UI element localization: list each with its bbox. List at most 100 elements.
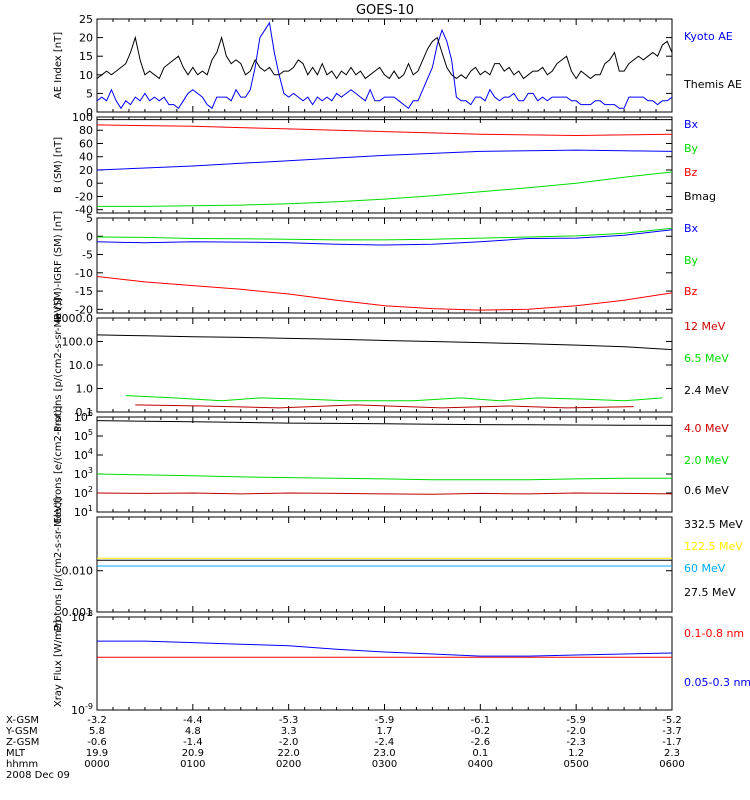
series-line-0-05-0-3-nm xyxy=(97,640,672,657)
y-tick-label: 106 xyxy=(74,409,93,424)
ephemeris-value: -5.9 xyxy=(566,715,586,726)
ephemeris-value: 0200 xyxy=(276,759,301,770)
ephemeris-value: 0000 xyxy=(84,759,109,770)
series-group xyxy=(97,420,672,495)
y-tick-label: 10-9 xyxy=(71,702,93,717)
y-tick-label: -15 xyxy=(75,285,93,298)
legend-entry: By xyxy=(684,142,699,155)
y-tick-label: 10-8 xyxy=(71,609,93,624)
ephemeris-value: -0.6 xyxy=(87,737,107,748)
y-tick-label: 5 xyxy=(86,212,93,225)
y-tick-label: 1.0 xyxy=(76,383,94,396)
series-group xyxy=(97,21,672,110)
ephemeris-value: 23.0 xyxy=(373,748,395,759)
series-group xyxy=(97,640,672,658)
ephemeris-row-label: Z-GSM xyxy=(6,737,39,748)
series-line-bx xyxy=(97,229,672,246)
ephemeris-value: -3.2 xyxy=(87,715,107,726)
y-tick-label: -40 xyxy=(75,204,93,217)
y-tick-label: 40 xyxy=(79,151,93,164)
ephemeris-value: -2.4 xyxy=(375,737,395,748)
y-tick-label: -5 xyxy=(82,249,93,262)
ephemeris-value: 0600 xyxy=(659,759,684,770)
legend-entry: 0.1-0.8 nm xyxy=(684,627,744,640)
panel-7: 10-9 10-8 Xray Flux [W/m2] 0.1-0.8 nm 0.05-0… xyxy=(53,609,750,717)
ephemeris-value: -2.0 xyxy=(279,737,299,748)
series-group xyxy=(97,119,672,207)
legend-entry: 4.0 MeV xyxy=(684,422,729,435)
ephemeris-value: 0500 xyxy=(563,759,588,770)
series-group xyxy=(97,557,672,567)
series-line-bz xyxy=(97,124,672,137)
ephemeris-value: 1.2 xyxy=(568,748,584,759)
legend-entry: 332.5 MeV xyxy=(684,518,743,531)
y-tick-label: -10 xyxy=(75,267,93,280)
y-tick-label: 10.0 xyxy=(69,359,94,372)
legend-entry: 2.4 MeV xyxy=(684,384,729,397)
y-tick-label: 0 xyxy=(86,177,93,190)
ephemeris-value: 1.7 xyxy=(377,726,393,737)
panel-frame xyxy=(96,616,673,711)
ephemeris-value: 0300 xyxy=(372,759,397,770)
ephemeris-value: 20.9 xyxy=(182,748,204,759)
y-tick-label: 102 xyxy=(74,485,93,500)
panel-frame xyxy=(96,317,673,413)
series-line-bx xyxy=(97,149,672,171)
legend-entry: 0.05-0.3 nm xyxy=(684,676,750,689)
y-tick-label: 100 xyxy=(72,111,93,124)
ephemeris-value: 2.3 xyxy=(664,748,680,759)
y-tick-label: 105 xyxy=(74,428,93,443)
legend-entry: Bz xyxy=(684,166,698,179)
y-axis-label: Protons [p/(cm2-s-sr-MeV)] xyxy=(53,497,64,631)
series-line-12-mev xyxy=(135,404,634,409)
ephemeris-value: 22.0 xyxy=(278,748,300,759)
ephemeris-value: -3.7 xyxy=(662,726,682,737)
series-line-themis-ae xyxy=(97,35,672,80)
panel-1: 0 5 10 15 20 25 AE Index [nT] Kyoto AE Themis AE xyxy=(53,13,742,119)
ephemeris-value: -2.6 xyxy=(471,737,491,748)
series-group xyxy=(97,334,672,409)
y-tick-label: -20 xyxy=(75,303,93,316)
series-line-2-0-mev xyxy=(97,473,672,481)
y-axis-label: Electrons [e/(cm2-s-sr)] xyxy=(53,405,64,523)
legend-entry: 60 MeV xyxy=(684,562,726,575)
y-axis-label: B (SM)-IGRF (SM) [nT] xyxy=(53,211,64,320)
ephemeris-value: -4.4 xyxy=(183,715,203,726)
ephemeris-row-label: Y-GSM xyxy=(5,726,38,737)
panel-frame xyxy=(96,516,673,613)
ephemeris-value: -0.2 xyxy=(471,726,491,737)
legend-entry: 0.6 MeV xyxy=(684,484,729,497)
chart-title: GOES-10 xyxy=(356,3,414,18)
y-axis-label: AE Index [nT] xyxy=(53,32,64,99)
panel-frame xyxy=(96,217,673,314)
series-line-kyoto-ae xyxy=(97,21,672,110)
y-tick-label: 15 xyxy=(79,50,93,63)
series-line-0-6-mev xyxy=(97,420,672,426)
series-line-by xyxy=(97,171,672,207)
ephemeris-value: -2.0 xyxy=(566,726,586,737)
ephemeris-value: 5.8 xyxy=(89,726,105,737)
series-line-2-4-mev xyxy=(97,334,672,351)
y-tick-label: 103 xyxy=(74,466,93,481)
y-tick-label: 80 xyxy=(79,124,93,137)
ephemeris-value: 0100 xyxy=(180,759,205,770)
y-tick-label: 101 xyxy=(74,504,93,519)
y-tick-label: 0.010 xyxy=(62,565,94,578)
y-tick-label: 20 xyxy=(79,32,93,45)
y-tick-label: 25 xyxy=(79,13,93,26)
series-line-by xyxy=(97,227,672,241)
ephemeris-value: -5.2 xyxy=(662,715,682,726)
ephemeris-value: 4.8 xyxy=(185,726,201,737)
y-tick-label: 5 xyxy=(86,87,93,100)
y-tick-label: 1000.0 xyxy=(55,312,94,325)
ephemeris-value: -5.9 xyxy=(375,715,395,726)
y-tick-label: 60 xyxy=(79,137,93,150)
y-tick-label: 10 xyxy=(79,69,93,82)
legend-entry: Bx xyxy=(684,118,699,131)
y-tick-label: 104 xyxy=(74,447,93,462)
